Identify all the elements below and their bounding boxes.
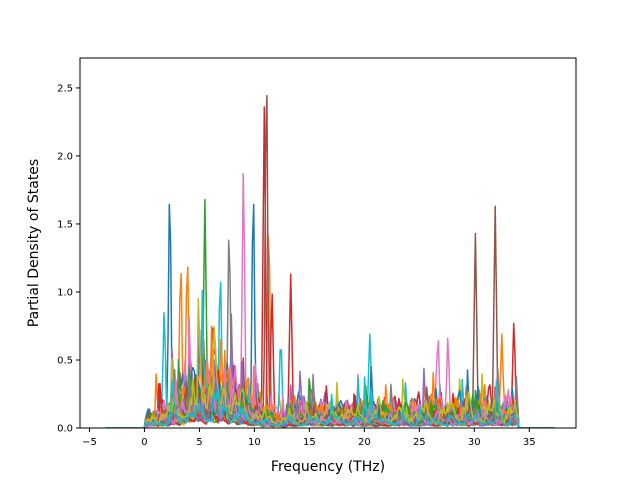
y-tick-label: 1.0 [57,287,73,298]
x-tick-label: −5 [82,437,97,448]
pdos-series-line [105,297,555,428]
x-tick-label: 5 [196,437,202,448]
series-layer [105,95,555,428]
y-axis-ticks: 0.0 0.5 1.0 1.5 2.0 2.5 [57,83,80,435]
x-axis-ticks: −5 0 5 10 15 20 25 30 35 [82,428,536,448]
plot-area-frame [79,57,577,429]
y-axis-label: Partial Density of States [26,159,42,327]
x-tick-label: 25 [413,437,426,448]
x-tick-label: 35 [523,437,536,448]
x-tick-label: 10 [248,437,261,448]
x-tick-label: 0 [141,437,147,448]
y-tick-label: 0.5 [57,355,73,366]
x-axis-label: Frequency (THz) [271,459,385,475]
pdos-series-line [105,376,555,428]
x-tick-label: 20 [358,437,371,448]
y-tick-label: 1.5 [57,219,73,230]
y-tick-label: 0.0 [57,424,73,435]
y-tick-label: 2.0 [57,151,73,162]
x-tick-label: 15 [303,437,316,448]
y-tick-label: 2.5 [57,83,73,94]
x-tick-label: 30 [468,437,481,448]
